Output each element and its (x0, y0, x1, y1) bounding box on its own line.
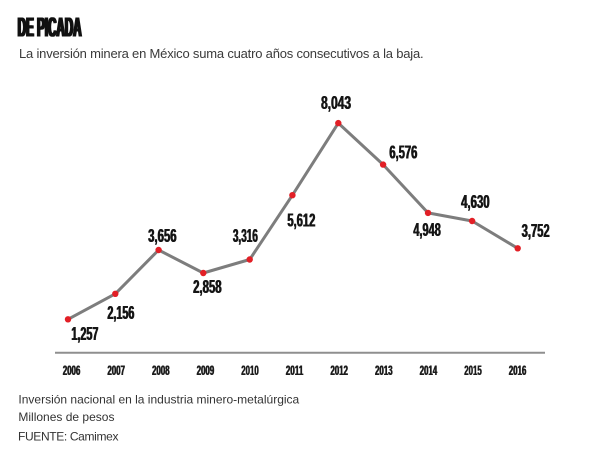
svg-text:2011: 2011 (286, 362, 304, 378)
svg-text:3,752: 3,752 (521, 221, 549, 241)
svg-text:2012: 2012 (331, 362, 349, 378)
svg-text:2013: 2013 (375, 362, 393, 378)
svg-text:4,948: 4,948 (413, 220, 441, 240)
svg-text:5,612: 5,612 (287, 211, 315, 231)
svg-text:2009: 2009 (196, 362, 214, 378)
svg-text:2006: 2006 (63, 362, 81, 378)
svg-text:Inversión nacional en la indus: Inversión nacional en la industria miner… (18, 393, 299, 407)
svg-text:2,858: 2,858 (193, 277, 222, 297)
svg-text:1,257: 1,257 (72, 324, 99, 344)
svg-text:5,612: 5,612 (288, 211, 316, 231)
svg-text:3,752: 3,752 (522, 221, 550, 241)
svg-text:2010: 2010 (241, 362, 259, 378)
svg-text:2,858: 2,858 (193, 277, 222, 297)
svg-text:2015: 2015 (464, 362, 482, 378)
svg-text:2010: 2010 (242, 362, 260, 378)
svg-text:2016: 2016 (509, 362, 527, 378)
svg-text:2009: 2009 (197, 362, 215, 378)
svg-text:DE PICADA: DE PICADA (18, 12, 82, 43)
svg-text:2016: 2016 (509, 362, 527, 378)
svg-text:6,576: 6,576 (389, 143, 417, 163)
svg-text:4,948: 4,948 (414, 220, 442, 240)
svg-text:4,630: 4,630 (461, 192, 490, 212)
svg-text:2014: 2014 (419, 362, 437, 378)
svg-text:FUENTE: Camimex: FUENTE: Camimex (18, 429, 118, 443)
svg-text:2011: 2011 (286, 362, 304, 378)
svg-text:DE PICADA: DE PICADA (19, 12, 83, 43)
svg-text:2,156: 2,156 (108, 303, 135, 323)
svg-text:2007: 2007 (107, 362, 125, 378)
svg-text:La inversión minera en México: La inversión minera en México suma cuatr… (19, 46, 423, 61)
svg-text:3,316: 3,316 (233, 226, 258, 246)
svg-text:8,043: 8,043 (321, 93, 351, 113)
svg-text:Millones de pesos: Millones de pesos (18, 410, 114, 424)
svg-text:2008: 2008 (152, 362, 170, 378)
svg-text:2012: 2012 (330, 362, 348, 378)
svg-text:3,656: 3,656 (148, 226, 177, 246)
svg-text:2,156: 2,156 (107, 303, 134, 323)
svg-text:2013: 2013 (375, 362, 393, 378)
svg-text:2015: 2015 (465, 362, 483, 378)
svg-text:1,257: 1,257 (71, 324, 98, 344)
svg-text:2008: 2008 (152, 362, 170, 378)
svg-text:2014: 2014 (420, 362, 438, 378)
svg-text:2007: 2007 (108, 362, 126, 378)
svg-text:3,656: 3,656 (148, 226, 177, 246)
svg-text:6,576: 6,576 (390, 143, 418, 163)
svg-text:3,316: 3,316 (233, 226, 258, 246)
svg-text:4,630: 4,630 (461, 192, 490, 212)
svg-text:8,043: 8,043 (321, 93, 351, 113)
svg-text:DE PICADA: DE PICADA (17, 12, 81, 43)
svg-text:2006: 2006 (63, 362, 81, 378)
